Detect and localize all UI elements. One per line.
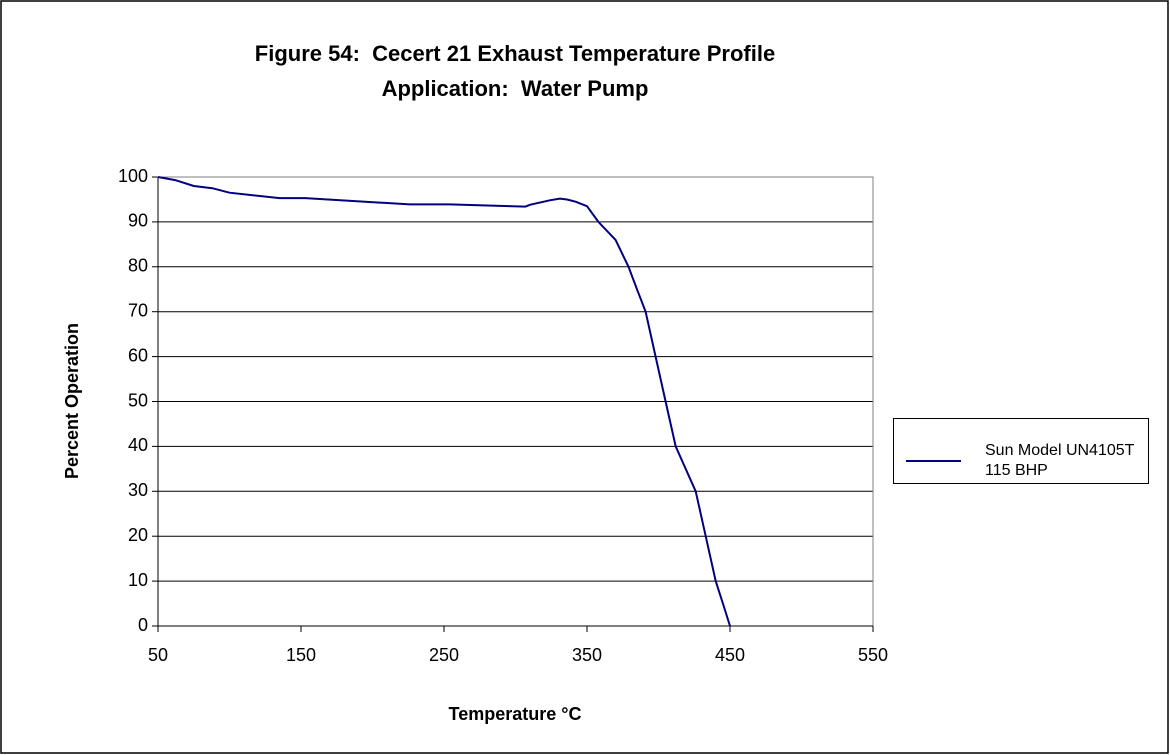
series-line (157, 176, 731, 627)
y-tick-label: 100 (118, 166, 148, 186)
y-tick-label: 20 (128, 525, 148, 545)
y-tick-label: 70 (128, 300, 148, 320)
y-tick-label: 0 (138, 615, 148, 635)
legend-label: Sun Model UN4105T 115 BHP (985, 442, 1135, 479)
legend: Sun Model UN4105T 115 BHP (893, 418, 1149, 484)
x-tick-label: 150 (286, 645, 316, 665)
y-axis-label: Percent Operation (62, 323, 82, 479)
x-tick-label: 50 (148, 645, 168, 665)
y-tick-label: 90 (128, 211, 148, 231)
x-tick-label: 350 (572, 645, 602, 665)
x-axis-label: Temperature °C (449, 704, 582, 724)
y-tick-label: 40 (128, 435, 148, 455)
legend-swatch (906, 460, 961, 462)
y-tick-label: 10 (128, 570, 148, 590)
y-tick-label: 80 (128, 256, 148, 276)
chart-title: Figure 54: Cecert 21 Exhaust Temperature… (255, 41, 775, 66)
y-tick-label: 60 (128, 345, 148, 365)
chart-subtitle: Application: Water Pump (382, 76, 649, 101)
x-tick-label: 250 (429, 645, 459, 665)
y-tick-label: 30 (128, 480, 148, 500)
y-tick-label: 50 (128, 390, 148, 410)
x-tick-label: 450 (715, 645, 745, 665)
x-tick-label: 550 (858, 645, 888, 665)
